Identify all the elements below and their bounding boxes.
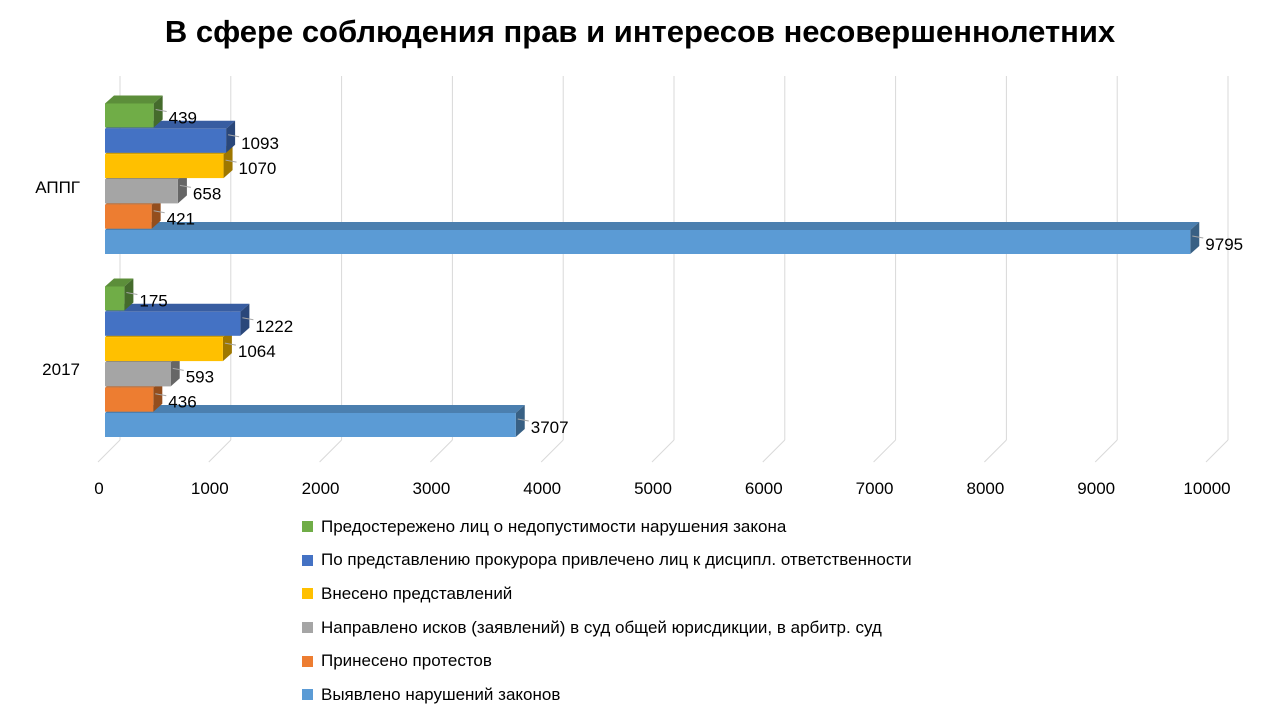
bar [105, 95, 163, 128]
legend-swatch [302, 689, 313, 701]
legend-item: Выявлено нарушений законов [302, 678, 912, 712]
category-label: 2017 [42, 360, 80, 379]
legend-swatch [302, 622, 313, 634]
data-label: 3707 [531, 418, 569, 437]
legend-item: Внесено представлений [302, 577, 912, 611]
x-tick-label: 10000 [1183, 479, 1230, 498]
gridline-floor [651, 439, 675, 463]
data-label-leader [155, 109, 167, 112]
data-label-leader [172, 367, 184, 371]
legend-label: По представлению прокурора привлечено ли… [321, 550, 912, 570]
data-label-leader [228, 134, 240, 138]
bar [105, 222, 1200, 254]
gridline-floor [873, 439, 896, 463]
data-label-leader [242, 317, 254, 321]
bar-layer [105, 95, 1200, 437]
data-label-leader [153, 210, 165, 214]
legend-swatch [302, 655, 313, 667]
data-label: 1064 [238, 342, 276, 361]
data-label: 1070 [239, 159, 277, 178]
legend-label: Принесено протестов [321, 651, 492, 671]
data-label: 439 [169, 109, 197, 128]
data-label-leader [224, 342, 236, 346]
category-label: АППГ [35, 178, 80, 197]
data-label-leader [155, 393, 167, 397]
legend: Предостережено лиц о недопустимости нару… [302, 510, 912, 712]
gridline-floor [1205, 439, 1229, 463]
gridline-floor [984, 439, 1007, 463]
x-tick-label: 9000 [1077, 479, 1115, 498]
x-tick-label: 7000 [856, 479, 894, 498]
gridline-floor [430, 439, 453, 463]
data-label: 9795 [1205, 235, 1243, 254]
legend-item: Принесено протестов [302, 644, 912, 678]
legend-item: Предостережено лиц о недопустимости нару… [302, 510, 912, 544]
gridline-floor [540, 439, 564, 463]
x-tick-label: 3000 [412, 479, 450, 498]
data-label: 658 [193, 184, 221, 203]
grid-layer: 0 1000 2000 3000 4000 5000 6000 7000 8000 9000 100… [94, 76, 1231, 498]
data-label: 436 [168, 393, 196, 412]
legend-swatch [302, 554, 313, 566]
data-label-leader [1192, 235, 1204, 239]
data-label-leader [126, 292, 138, 295]
gridline-floor [319, 439, 342, 463]
data-label: 421 [167, 210, 195, 229]
legend-label: Направлено исков (заявлений) в суд общей… [321, 617, 882, 637]
legend-swatch [302, 521, 313, 533]
x-tick-label: 4000 [523, 479, 561, 498]
x-tick-label: 5000 [634, 479, 672, 498]
data-label: 593 [186, 367, 214, 386]
gridline-floor [1094, 439, 1118, 463]
legend-label: Внесено представлений [321, 583, 513, 603]
legend-swatch [302, 588, 313, 600]
bar [105, 303, 250, 336]
bar [105, 405, 525, 437]
gridline-floor [97, 439, 121, 463]
data-label-leader [179, 184, 191, 188]
x-tick-label: 0 [94, 479, 103, 498]
chart-title: В сфере соблюдения прав и интересов несо… [164, 14, 1116, 49]
gridline-floor [208, 439, 232, 463]
x-tick-label: 2000 [302, 479, 340, 498]
x-tick-label: 8000 [966, 479, 1004, 498]
bar [105, 278, 134, 311]
data-label-leader [517, 418, 529, 422]
data-label: 175 [139, 292, 167, 311]
legend-label: Выявлено нарушений законов [321, 684, 561, 704]
legend-label: Предостережено лиц о недопустимости нару… [321, 516, 787, 536]
data-label: 1093 [241, 134, 279, 153]
data-label-leader [225, 159, 237, 163]
data-label: 1222 [255, 317, 293, 336]
x-tick-label: 1000 [191, 479, 229, 498]
legend-item: Направлено исков (заявлений) в суд общей… [302, 611, 912, 645]
x-tick-label: 6000 [745, 479, 783, 498]
label-layer: 2017 АППГ 3707 436 593 1064 1222 175 9795 421 658 1… [35, 109, 1243, 438]
gridline-floor [762, 439, 786, 463]
legend-item: По представлению прокурора привлечено ли… [302, 544, 912, 578]
